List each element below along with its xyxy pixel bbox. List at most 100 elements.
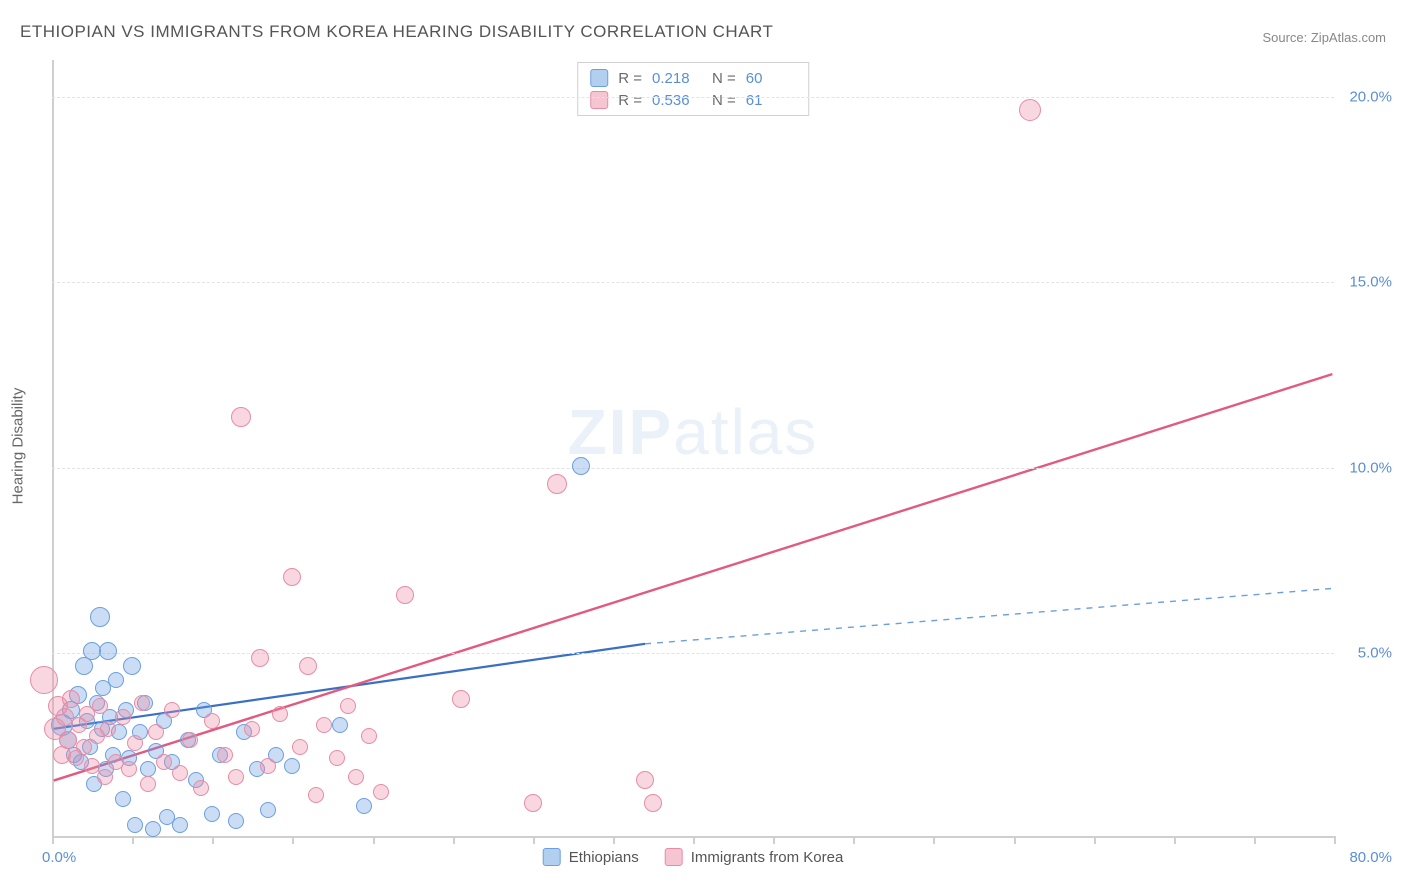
scatter-point (145, 821, 161, 837)
y-tick-label: 5.0% (1340, 644, 1392, 661)
scatter-point (228, 813, 244, 829)
scatter-point (332, 717, 348, 733)
x-tick (453, 836, 455, 844)
legend-top-row: R = 0.536 N = 61 (590, 89, 796, 111)
legend-n-value: 61 (746, 92, 796, 109)
scatter-point (644, 794, 662, 812)
scatter-point (100, 721, 116, 737)
scatter-point (244, 721, 260, 737)
legend-bottom-label: Ethiopians (569, 849, 639, 866)
scatter-point (272, 706, 288, 722)
plot-area: ZIPatlas R = 0.218 N = 60 R = 0.536 N = … (52, 60, 1334, 838)
x-tick (52, 836, 54, 844)
scatter-point (172, 765, 188, 781)
scatter-point (299, 657, 317, 675)
gridline (52, 282, 1334, 283)
legend-swatch-blue (590, 69, 608, 87)
scatter-point (123, 657, 141, 675)
y-tick-label: 15.0% (1340, 274, 1392, 291)
x-tick (1094, 836, 1096, 844)
legend-top: R = 0.218 N = 60 R = 0.536 N = 61 (577, 62, 809, 116)
gridline (52, 653, 1334, 654)
scatter-point (30, 666, 58, 694)
scatter-point (373, 784, 389, 800)
x-max-label: 80.0% (1349, 849, 1392, 866)
x-tick (292, 836, 294, 844)
x-tick (533, 836, 535, 844)
x-tick (1174, 836, 1176, 844)
scatter-point (97, 769, 113, 785)
legend-n-label: N = (712, 92, 736, 109)
legend-bottom-item: Ethiopians (543, 848, 639, 866)
scatter-point (140, 761, 156, 777)
source-label: Source: ZipAtlas.com (1262, 30, 1386, 45)
legend-bottom-label: Immigrants from Korea (691, 849, 844, 866)
scatter-point (340, 698, 356, 714)
scatter-point (329, 750, 345, 766)
chart-title: ETHIOPIAN VS IMMIGRANTS FROM KOREA HEARI… (20, 22, 773, 42)
x-tick (1254, 836, 1256, 844)
scatter-point (251, 649, 269, 667)
scatter-point (172, 817, 188, 833)
scatter-point (361, 728, 377, 744)
scatter-point (115, 709, 131, 725)
scatter-point (62, 690, 80, 708)
scatter-point (636, 771, 654, 789)
trend-line (54, 374, 1333, 780)
gridline (52, 468, 1334, 469)
legend-bottom: Ethiopians Immigrants from Korea (543, 848, 844, 866)
scatter-point (140, 776, 156, 792)
y-tick-label: 20.0% (1340, 89, 1392, 106)
legend-swatch-pink (590, 91, 608, 109)
y-axis-title: Hearing Disability (10, 388, 27, 505)
x-tick (1014, 836, 1016, 844)
scatter-point (283, 568, 301, 586)
legend-swatch-blue (543, 848, 561, 866)
scatter-point (193, 780, 209, 796)
scatter-point (92, 698, 108, 714)
scatter-point (59, 731, 77, 749)
scatter-point (204, 806, 220, 822)
scatter-point (217, 747, 233, 763)
x-tick (132, 836, 134, 844)
legend-n-value: 60 (746, 70, 796, 87)
scatter-point (164, 702, 180, 718)
x-tick (1334, 836, 1336, 844)
x-tick (853, 836, 855, 844)
scatter-point (148, 724, 164, 740)
scatter-point (452, 690, 470, 708)
x-tick (933, 836, 935, 844)
legend-r-label: R = (618, 70, 642, 87)
scatter-point (260, 758, 276, 774)
scatter-point (156, 754, 172, 770)
scatter-point (134, 695, 150, 711)
scatter-point (127, 817, 143, 833)
scatter-point (524, 794, 542, 812)
scatter-point (182, 732, 198, 748)
y-tick-label: 10.0% (1340, 459, 1392, 476)
legend-r-value: 0.218 (652, 70, 702, 87)
scatter-point (76, 739, 92, 755)
legend-n-label: N = (712, 70, 736, 87)
scatter-point (127, 735, 143, 751)
scatter-point (308, 787, 324, 803)
x-tick (773, 836, 775, 844)
scatter-point (108, 672, 124, 688)
scatter-point (396, 586, 414, 604)
scatter-point (292, 739, 308, 755)
legend-swatch-pink (665, 848, 683, 866)
scatter-point (204, 713, 220, 729)
legend-r-label: R = (618, 92, 642, 109)
scatter-point (115, 791, 131, 807)
scatter-point (90, 607, 110, 627)
x-tick (212, 836, 214, 844)
scatter-point (1019, 99, 1041, 121)
scatter-point (228, 769, 244, 785)
legend-r-value: 0.536 (652, 92, 702, 109)
scatter-point (348, 769, 364, 785)
scatter-point (260, 802, 276, 818)
scatter-point (231, 407, 251, 427)
scatter-point (121, 761, 137, 777)
trend-line (645, 588, 1332, 643)
x-tick (693, 836, 695, 844)
